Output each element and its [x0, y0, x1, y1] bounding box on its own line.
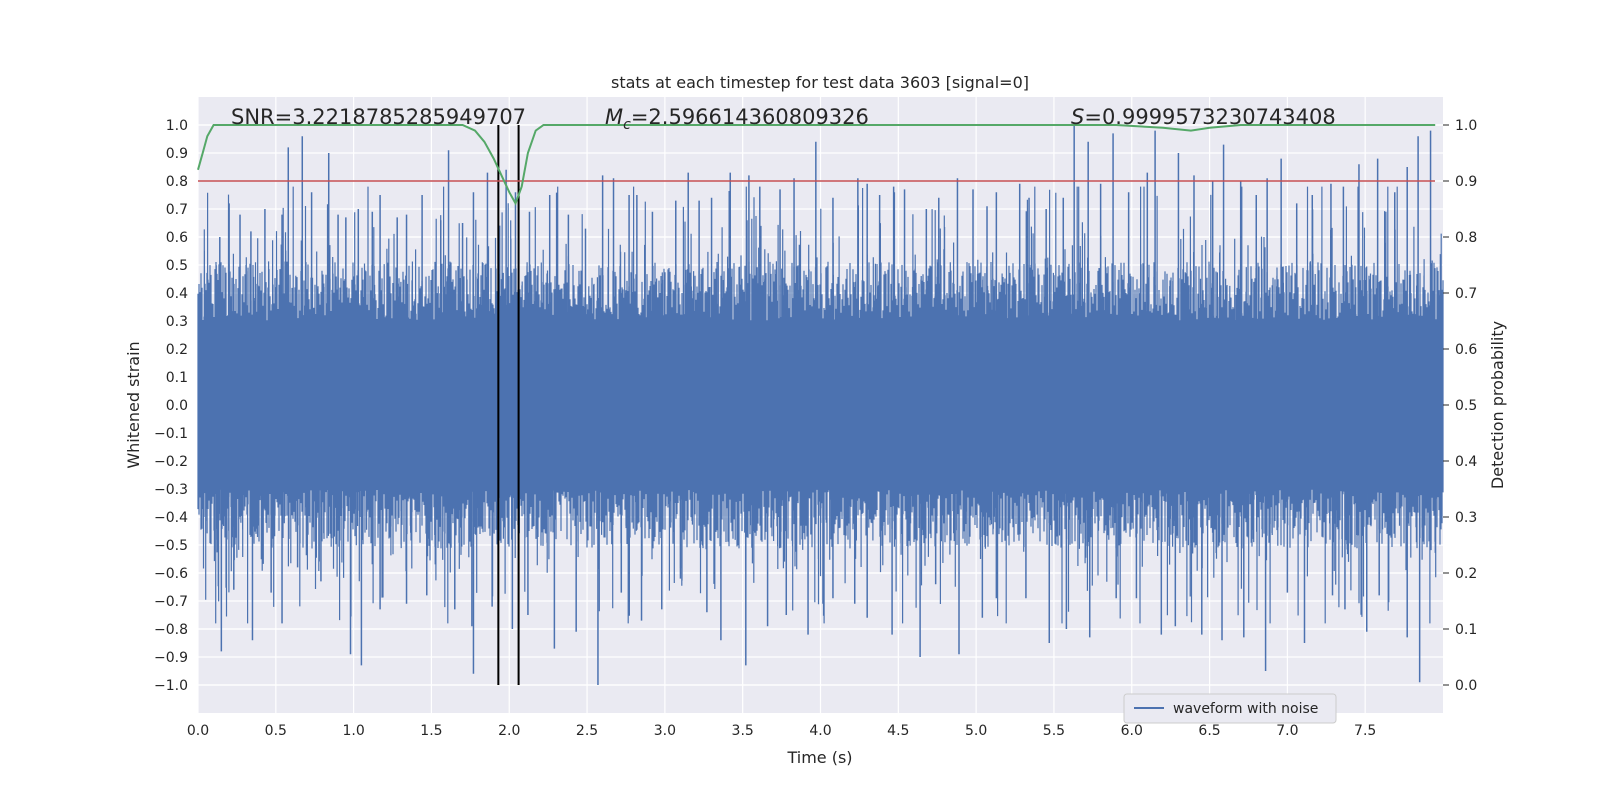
y-right-tick-label: 0.2	[1455, 566, 1477, 582]
x-tick-label: 1.5	[420, 723, 442, 739]
y-right-tick-label: 0.4	[1455, 454, 1477, 470]
y-right-tick-label: 0.3	[1455, 510, 1477, 526]
y-right-tick-label: 0.5	[1455, 398, 1477, 414]
y-tick-label: 0.6	[166, 230, 188, 246]
x-tick-label: 2.0	[498, 723, 520, 739]
x-tick-label: 4.5	[887, 723, 909, 739]
y-tick-label: 0.7	[166, 202, 188, 218]
y-right-tick-label: 0.9	[1455, 174, 1477, 190]
y-tick-label: −0.2	[154, 454, 188, 470]
x-tick-label: 6.0	[1121, 723, 1143, 739]
x-tick-label: 6.5	[1198, 723, 1220, 739]
y-tick-label: 0.8	[166, 174, 188, 190]
y-tick-label: 0.4	[166, 286, 188, 302]
x-tick-label: 2.5	[576, 723, 598, 739]
y-tick-label: −0.5	[154, 538, 188, 554]
y-tick-label: 0.0	[166, 398, 188, 414]
y-tick-label: −0.9	[154, 650, 188, 666]
y-tick-label: 0.5	[166, 258, 188, 274]
y-axis-right-ticks: 1.0 0.9 0.8 0.7 0.6 0.5 0.4 0.3 0.2 0.1 0.0	[1443, 118, 1477, 694]
y-axis-label: Whitened strain	[124, 341, 143, 468]
x-tick-label: 5.0	[965, 723, 987, 739]
y-tick-label: 0.2	[166, 342, 188, 358]
y-tick-label: 1.0	[166, 118, 188, 134]
x-axis-ticks: 0.0 0.5 1.0 1.5 2.0 2.5 3.0 3.5 4.0 4.5 5.0 5.5 6.0 6…	[187, 723, 1376, 739]
x-tick-label: 7.0	[1276, 723, 1298, 739]
y-tick-label: −1.0	[154, 678, 188, 694]
y-tick-label: −0.8	[154, 622, 188, 638]
y-right-tick-label: 0.1	[1455, 622, 1477, 638]
y-tick-label: −0.1	[154, 426, 188, 442]
waveform-line	[197, 186, 1444, 624]
y-right-tick-label: 0.8	[1455, 230, 1477, 246]
chirp-mass-annotation: Mc=2.596614360809326	[605, 105, 869, 133]
x-tick-label: 4.0	[809, 723, 831, 739]
y-tick-label: 0.9	[166, 146, 188, 162]
y-right-tick-label: 0.6	[1455, 342, 1477, 358]
snr-annotation: SNR=3.2218785285949707	[231, 105, 526, 129]
y-right-tick-label: 0.7	[1455, 286, 1477, 302]
chirp-mass-subscript: c	[623, 117, 631, 133]
x-tick-label: 3.5	[732, 723, 754, 739]
s-symbol: S	[1071, 105, 1084, 129]
x-tick-label: 1.0	[342, 723, 364, 739]
y-right-tick-label: 1.0	[1455, 118, 1477, 134]
y-axis-ticks: 1.0 0.9 0.8 0.7 0.6 0.5 0.4 0.3 0.2 0.1 0.0 −0.1 −0.…	[154, 118, 188, 694]
probability-series	[197, 124, 1436, 206]
chart-title: stats at each timestep for test data 360…	[611, 73, 1029, 92]
probability-line	[197, 124, 1436, 206]
s-annotation: S=0.9999573230743408	[1071, 105, 1336, 129]
chirp-mass-value: =2.596614360809326	[631, 105, 869, 129]
s-value: =0.9999573230743408	[1084, 105, 1335, 129]
y-tick-label: −0.3	[154, 482, 188, 498]
legend: waveform with noise	[1123, 693, 1337, 724]
x-tick-label: 0.0	[187, 723, 209, 739]
x-tick-label: 0.5	[265, 723, 287, 739]
y-tick-label: −0.6	[154, 566, 188, 582]
vertical-markers	[497, 125, 520, 685]
chirp-mass-symbol: M	[605, 105, 623, 129]
y-axis-right-label: Detection probability	[1488, 321, 1507, 489]
y-tick-label: 0.1	[166, 370, 188, 386]
legend-label: waveform with noise	[1173, 701, 1318, 717]
x-tick-label: 7.5	[1354, 723, 1376, 739]
x-tick-label: 3.0	[654, 723, 676, 739]
x-tick-label: 5.5	[1043, 723, 1065, 739]
x-axis-label: Time (s)	[786, 748, 852, 767]
y-tick-label: −0.4	[154, 510, 188, 526]
y-tick-label: 0.3	[166, 314, 188, 330]
y-tick-label: −0.7	[154, 594, 188, 610]
legend-box	[1123, 693, 1337, 724]
y-right-tick-label: 0.0	[1455, 678, 1477, 694]
